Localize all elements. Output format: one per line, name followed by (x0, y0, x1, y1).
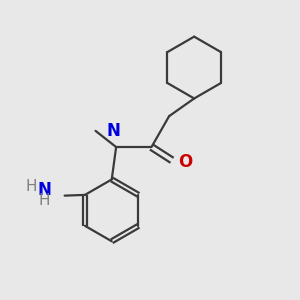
Text: N: N (37, 181, 51, 199)
Text: O: O (178, 153, 193, 171)
Text: H: H (38, 193, 50, 208)
Text: H: H (25, 179, 37, 194)
Text: N: N (106, 122, 120, 140)
